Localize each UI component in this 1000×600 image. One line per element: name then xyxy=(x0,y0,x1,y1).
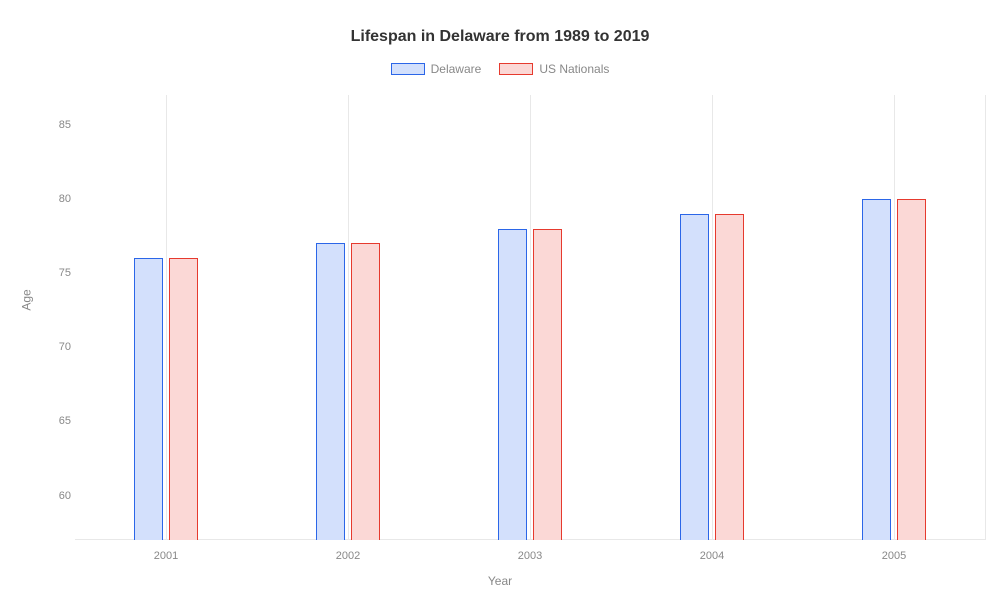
legend-label-delaware: Delaware xyxy=(431,62,482,76)
legend: Delaware US Nationals xyxy=(0,62,1000,76)
bar-delaware xyxy=(680,214,709,540)
bar-delaware xyxy=(498,229,527,541)
y-tick-label: 65 xyxy=(45,415,71,427)
bar-delaware xyxy=(134,258,163,540)
gridline-v xyxy=(894,95,895,540)
x-tick-label: 2003 xyxy=(518,550,542,562)
bar-delaware xyxy=(862,199,891,540)
x-tick-label: 2005 xyxy=(882,550,906,562)
x-tick-label: 2001 xyxy=(154,550,178,562)
x-tick-label: 2002 xyxy=(336,550,360,562)
bar-us-nationals xyxy=(351,243,380,540)
y-tick-label: 70 xyxy=(45,341,71,353)
y-tick-label: 80 xyxy=(45,193,71,205)
gridline-v xyxy=(530,95,531,540)
legend-item-us: US Nationals xyxy=(499,62,609,76)
legend-swatch-delaware xyxy=(391,63,425,75)
bar-us-nationals xyxy=(533,229,562,541)
legend-swatch-us xyxy=(499,63,533,75)
legend-label-us: US Nationals xyxy=(539,62,609,76)
x-tick-label: 2004 xyxy=(700,550,724,562)
x-axis-label: Year xyxy=(0,574,1000,588)
gridline-v xyxy=(166,95,167,540)
plot-area: 20012002200320042005606570758085 xyxy=(75,95,985,540)
y-tick-label: 60 xyxy=(45,490,71,502)
legend-item-delaware: Delaware xyxy=(391,62,482,76)
bar-us-nationals xyxy=(715,214,744,540)
y-axis-label: Age xyxy=(20,289,34,310)
chart-title: Lifespan in Delaware from 1989 to 2019 xyxy=(0,28,1000,46)
y-tick-label: 75 xyxy=(45,267,71,279)
gridline-v xyxy=(712,95,713,540)
bar-us-nationals xyxy=(169,258,198,540)
gridline-v xyxy=(348,95,349,540)
y-tick-label: 85 xyxy=(45,119,71,131)
bar-us-nationals xyxy=(897,199,926,540)
gridline-v xyxy=(985,95,986,540)
bar-delaware xyxy=(316,243,345,540)
